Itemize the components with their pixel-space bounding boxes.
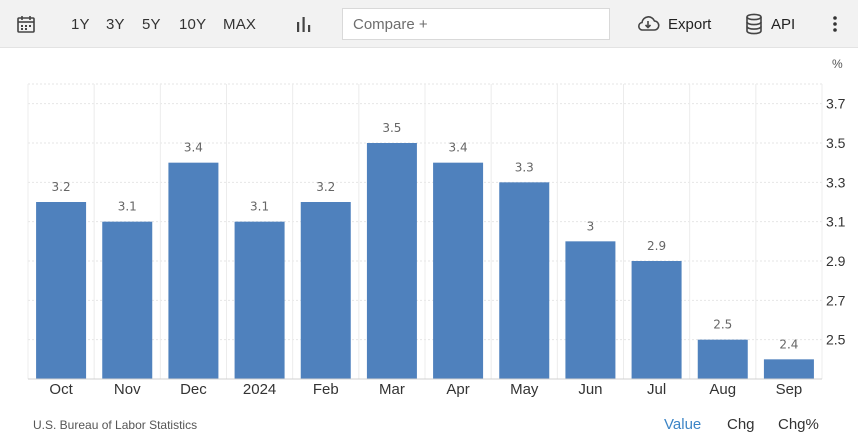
data-label: 3.3 [515,160,534,174]
bar[interactable] [300,202,351,379]
calendar-icon[interactable] [16,0,36,48]
x-tick-label: May [510,381,539,398]
y-tick-label: 2.7 [826,292,846,308]
bar[interactable] [234,221,285,379]
data-label: 3.4 [184,141,203,155]
export-button[interactable]: Export [636,0,711,48]
chart-area: 3.2 3.1 3.4 3.1 3.2 3.5 3.4 3.3 3 2.9 2.5 2.4 3.7 3.… [0,48,858,444]
y-tick-label: 2.5 [826,332,846,348]
data-label: 3.1 [250,200,269,214]
bar[interactable] [697,339,748,379]
data-label: 2.4 [779,337,798,351]
mode-chg-percent-button[interactable]: Chg% [778,416,819,433]
data-labels: 3.2 3.1 3.4 3.1 3.2 3.5 3.4 3.3 3 2.9 2.5 2.4 [52,121,799,351]
api-label: API [771,15,796,33]
range-5y-button[interactable]: 5Y [142,15,161,33]
bar-chart: 3.23.13.43.13.23.53.43.332.92.52.4 3.73.… [27,57,846,398]
bar[interactable] [366,143,417,379]
compare-input[interactable] [342,8,610,40]
data-label: 3.5 [382,121,401,135]
export-label: Export [668,15,712,33]
mode-chg-button[interactable]: Chg [727,416,755,433]
y-unit-label: % [832,57,843,71]
source-label: U.S. Bureau of Labor Statistics [33,418,198,432]
x-tick-label: Oct [49,381,73,398]
axes: 3.7 3.5 3.3 3.1 2.9 2.7 2.5% Oct Nov Dec 2024 Feb Ma… [28,57,846,398]
y-tick-label: 2.9 [826,253,846,269]
bar[interactable] [168,162,219,379]
database-icon [745,13,763,35]
grid [27,83,823,379]
y-tick-label: 3.5 [826,135,846,151]
data-label: 2.5 [713,318,732,332]
api-button[interactable]: API [745,0,795,48]
data-label: 3.2 [52,180,71,194]
x-tick-label: Jul [647,381,666,398]
data-label: 3 [587,219,595,233]
bar-chart-icon[interactable] [295,0,313,48]
y-tick-label: 3.3 [826,174,846,190]
bar[interactable] [36,202,87,379]
data-label: 3.2 [316,180,335,194]
x-tick-label: Mar [379,381,405,398]
bar[interactable] [631,261,682,379]
data-label: 3.4 [449,141,468,155]
bars [36,143,814,379]
range-3y-button[interactable]: 3Y [106,15,125,33]
cloud-download-icon [636,14,660,34]
x-tick-label: Sep [776,381,803,398]
chart-toolbar: 1Y 3Y 5Y 10Y MAX Export [0,0,858,48]
range-10y-button[interactable]: 10Y [179,15,207,33]
bar[interactable] [763,359,814,379]
y-tick-label: 3.7 [826,96,846,112]
range-max-button[interactable]: MAX [223,15,257,33]
x-tick-label: Nov [114,381,141,398]
range-1y-button[interactable]: 1Y [71,15,90,33]
bar[interactable] [102,221,153,379]
bar[interactable] [499,182,550,379]
y-tick-label: 3.1 [826,214,846,230]
x-tick-label: Aug [709,381,736,398]
bar[interactable] [565,241,616,379]
x-tick-label: Feb [313,381,339,398]
data-label: 2.9 [647,239,666,253]
x-tick-label: Dec [180,381,207,398]
x-tick-label: Jun [578,381,602,398]
data-label: 3.1 [118,200,137,214]
mode-value-button[interactable]: Value [664,416,702,433]
x-tick-label: 2024 [243,381,276,398]
more-vertical-icon[interactable] [832,0,838,48]
bar[interactable] [433,162,484,379]
x-tick-label: Apr [446,381,469,398]
